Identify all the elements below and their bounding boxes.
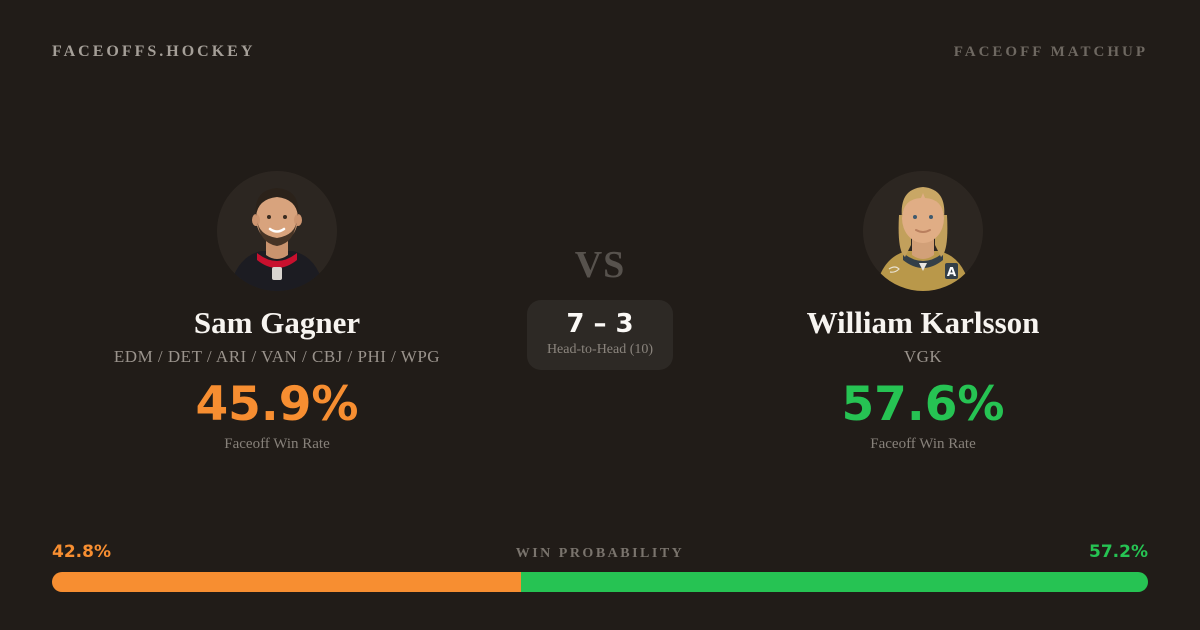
faceoff-win-rate-label-right: Faceoff Win Rate [870, 435, 976, 452]
player-avatar-right: A [863, 171, 983, 291]
faceoff-win-rate-label-left: Faceoff Win Rate [224, 435, 330, 452]
faceoff-win-rate-left: 45.9% [195, 376, 359, 432]
head-to-head-score: 7 – 3 [566, 309, 634, 339]
matchup-center: VS 7 – 3 Head-to-Head (10) [475, 246, 725, 370]
player-teams-right: VGK [903, 346, 943, 366]
win-probability-bar [52, 572, 1148, 592]
win-probability-bar-right-segment [521, 572, 1148, 592]
head-to-head-card: 7 – 3 Head-to-Head (10) [527, 300, 673, 370]
page-title: FACEOFF MATCHUP [953, 43, 1148, 60]
player-card-right: A William Karlsson VGK 57.6% Faceoff Win… [698, 171, 1148, 453]
faceoff-win-rate-right: 57.6% [841, 376, 1005, 432]
player-name-right: William Karlsson [806, 305, 1040, 340]
nhl-shield-icon [272, 267, 282, 280]
assistant-captain-badge [945, 263, 958, 279]
player-avatar-left [217, 171, 337, 291]
player-portrait-right-icon: A [863, 171, 983, 291]
win-probability-bar-left-segment [52, 572, 522, 592]
player-portrait-left-icon [217, 171, 337, 291]
sponsor-script-icon [888, 266, 900, 273]
win-probability-left-pct: 42.8% [52, 542, 111, 562]
win-probability-right-pct: 57.2% [1089, 542, 1148, 562]
svg-text:A: A [947, 265, 957, 279]
header: FACEOFFS.HOCKEY FACEOFF MATCHUP [52, 0, 1148, 104]
win-probability-section: 42.8% WIN PROBABILITY 57.2% [52, 542, 1148, 592]
player-teams-left: EDM / DET / ARI / VAN / CBJ / PHI / WPG [113, 346, 441, 366]
vs-label: VS [574, 244, 626, 286]
player-name-left: Sam Gagner [193, 305, 361, 340]
brand-logo: FACEOFFS.HOCKEY [52, 43, 256, 60]
player-card-left: Sam Gagner EDM / DET / ARI / VAN / CBJ /… [52, 171, 502, 453]
head-to-head-label: Head-to-Head (10) [546, 341, 654, 357]
win-probability-title: WIN PROBABILITY [515, 546, 685, 561]
